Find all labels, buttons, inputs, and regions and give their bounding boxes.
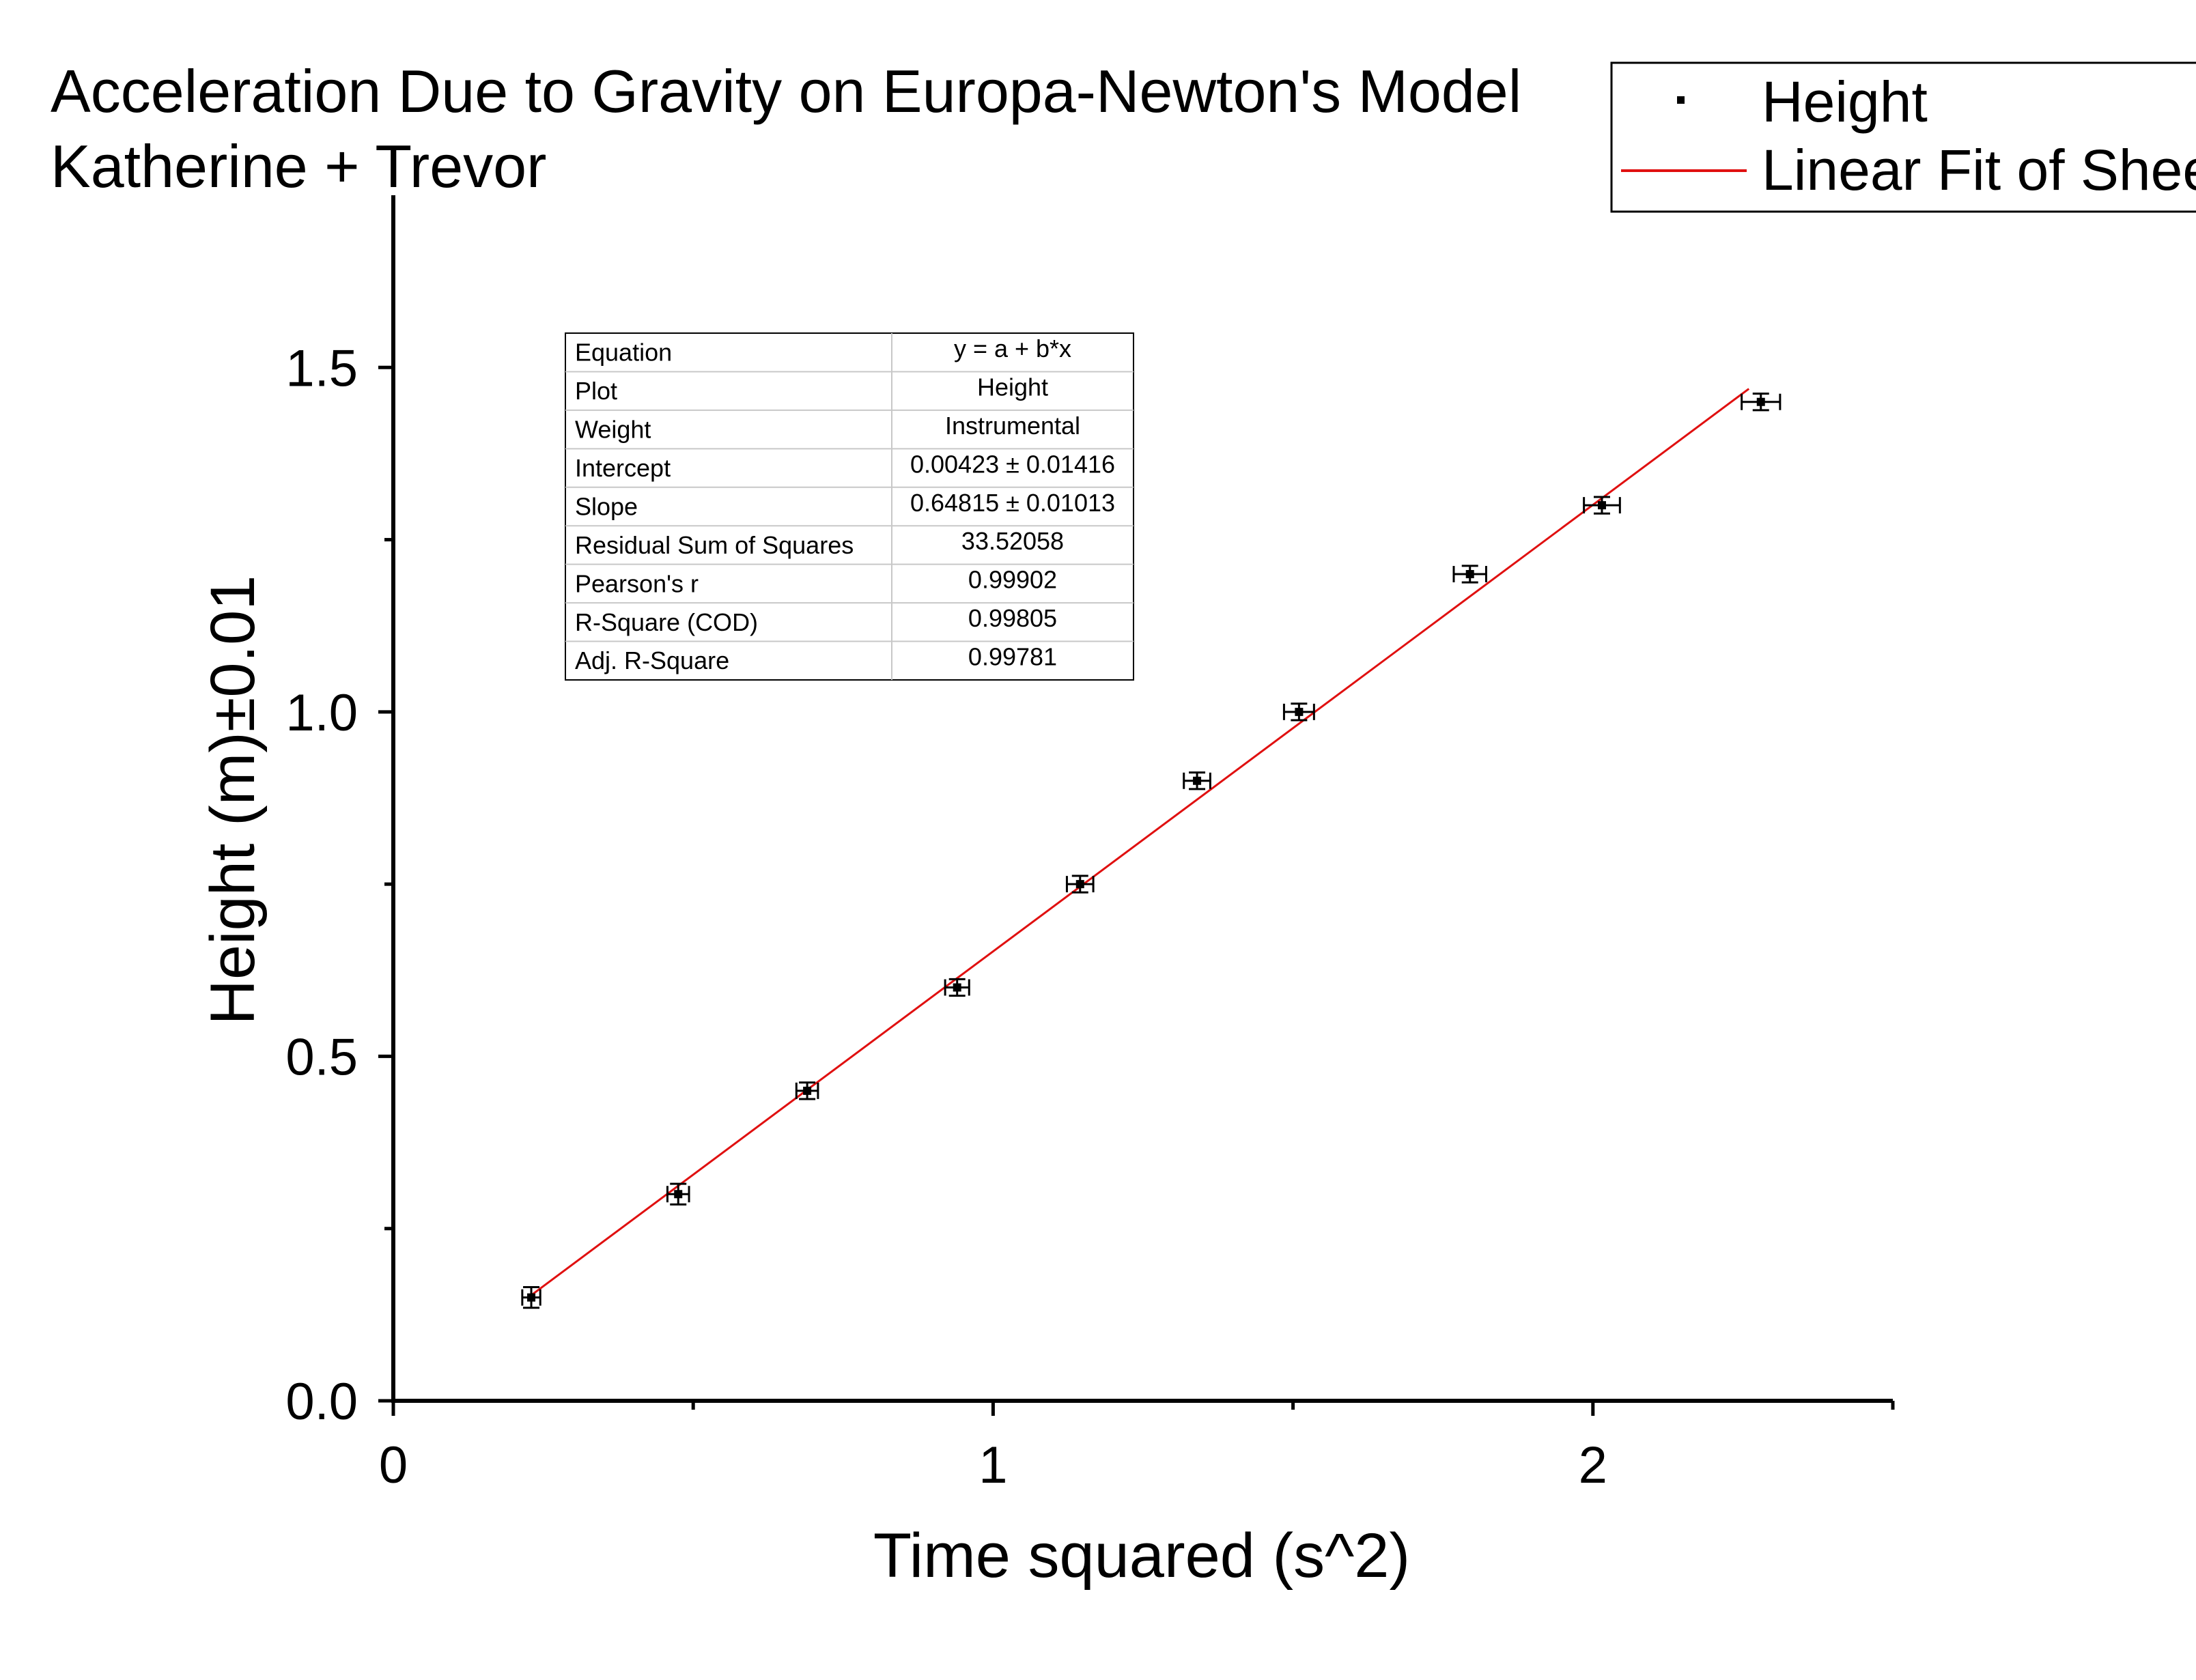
table-row-value: Instrumental xyxy=(945,412,1080,440)
table-row-label: Pearson's r xyxy=(575,569,699,597)
data-points-layer xyxy=(521,393,1782,1309)
data-point xyxy=(803,1086,812,1095)
axes xyxy=(391,195,1893,1403)
legend-height-label: Height xyxy=(1762,70,1928,134)
data-point xyxy=(1465,570,1474,579)
x-axis-ticks: 0 1 2 xyxy=(379,1401,1895,1494)
data-point xyxy=(1075,880,1084,889)
data-point xyxy=(953,983,961,992)
data-point xyxy=(527,1293,536,1302)
data-point xyxy=(1597,501,1606,510)
y-tick-label: 1.5 xyxy=(285,339,358,397)
chart-subtitle: Katherine + Trevor xyxy=(51,132,546,200)
fit-line-layer xyxy=(531,388,1750,1296)
linear-fit-line xyxy=(531,388,1750,1296)
data-point-group xyxy=(1282,702,1315,722)
data-point-group xyxy=(521,1285,541,1309)
data-point xyxy=(1756,397,1765,406)
table-row-label: Residual Sum of Squares xyxy=(575,531,854,559)
table-row-value: 0.00423 ± 0.01416 xyxy=(910,450,1115,478)
table-row-value: 0.99902 xyxy=(968,566,1057,594)
data-point-group xyxy=(795,1081,819,1100)
data-point xyxy=(1193,776,1202,785)
table-row-label: Plot xyxy=(575,377,617,405)
table-row-label: Intercept xyxy=(575,454,671,482)
y-tick-label: 0.5 xyxy=(285,1028,358,1086)
table-row-value: 0.99805 xyxy=(968,604,1057,632)
legend: Height Linear Fit of Shee xyxy=(1610,61,2196,213)
data-point-group xyxy=(1065,874,1095,894)
fit-statistics-table: Equation y = a + b*x Plot Height Weight Instr… xyxy=(565,332,1134,681)
table-row-value: y = a + b*x xyxy=(954,334,1071,362)
y-axis-label: Height (m)±0.01 xyxy=(198,575,268,1025)
table-border xyxy=(565,332,1134,681)
table-row-label: Weight xyxy=(575,416,651,444)
x-axis-label: Time squared (s^2) xyxy=(873,1521,1410,1591)
data-point xyxy=(1295,707,1304,716)
table-row-value: 0.64815 ± 0.01013 xyxy=(910,489,1115,517)
data-point-group xyxy=(1741,393,1782,412)
table-row-label: Adj. R-Square xyxy=(575,646,729,674)
x-tick-label: 1 xyxy=(979,1436,1007,1494)
table-row-label: Slope xyxy=(575,492,638,520)
data-point-group xyxy=(1583,496,1621,515)
table-row-value: 0.99781 xyxy=(968,643,1057,671)
table-row-label: R-Square (COD) xyxy=(575,608,758,636)
data-point-group xyxy=(1183,771,1211,791)
legend-height-marker xyxy=(1677,96,1685,104)
x-tick-label: 2 xyxy=(1579,1436,1607,1494)
table-row-value: Height xyxy=(977,373,1048,401)
x-tick-label: 0 xyxy=(379,1436,408,1494)
table-row-value: 33.52058 xyxy=(961,527,1064,555)
chart-title: Acceleration Due to Gravity on Europa-Ne… xyxy=(51,57,1521,125)
data-point-group xyxy=(1452,565,1487,584)
data-point xyxy=(674,1190,683,1199)
y-tick-label: 1.0 xyxy=(285,684,358,742)
legend-fit-label: Linear Fit of Shee xyxy=(1762,138,2196,202)
y-axis-ticks: 0.0 0.5 1.0 1.5 xyxy=(285,339,393,1431)
y-tick-label: 0.0 xyxy=(285,1373,358,1431)
table-row-label: Equation xyxy=(575,339,672,367)
data-point-group xyxy=(666,1182,690,1206)
legend-box xyxy=(1610,61,2196,213)
data-point-group xyxy=(944,978,970,997)
